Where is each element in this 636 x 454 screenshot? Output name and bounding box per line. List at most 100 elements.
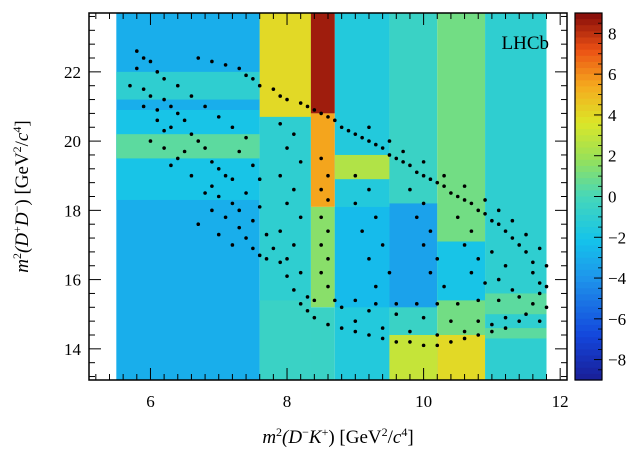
event-point [414,170,419,175]
axis-title-part: 2 [10,146,24,152]
event-point [210,160,214,164]
event-point [428,177,433,181]
event-point [517,319,521,323]
colorbar-tick-label: 6 [608,65,617,84]
event-point [175,156,180,161]
colorbar-segment [575,25,602,32]
event-point [155,118,160,123]
axis-title-part: 4 [401,425,407,439]
event-point [148,94,153,98]
event-point [333,118,337,123]
event-point [278,94,283,98]
colorbar-segment [575,306,602,314]
colorbar-segment [575,159,602,167]
event-point [135,49,139,53]
heatmap-cell [485,13,547,380]
colorbar-segment [575,245,602,253]
event-point [380,243,385,247]
event-point [223,215,228,220]
event-point [380,336,385,341]
event-point [230,177,235,181]
event-point [442,173,446,178]
event-point [326,198,330,202]
event-point [244,236,248,240]
axis-title-part: + [10,226,24,233]
event-point [517,243,521,247]
event-point [353,319,358,323]
event-point [182,118,187,123]
event-point [339,305,344,310]
event-point [162,97,166,102]
colorbar-axis: 8 6 4 2 0 −2 −4 −6 −8 [594,12,627,381]
event-point [496,222,501,226]
event-point [128,83,132,88]
colorbar-segment [575,49,602,57]
event-point [319,270,323,275]
event-point [305,308,310,313]
event-point [374,142,378,147]
event-point [544,263,549,268]
event-point [319,111,323,116]
event-point [339,125,344,130]
event-point [216,232,221,237]
event-point [476,257,481,261]
event-point [408,329,412,334]
colorbar-segment [575,172,602,179]
colorbar-tick-label: −6 [608,310,626,329]
event-point [257,253,262,258]
event-point [503,263,508,268]
event-point [339,326,344,330]
event-point [387,139,392,143]
colorbar-segment [575,110,602,118]
event-point [162,128,166,133]
event-point [374,302,378,306]
event-point [189,94,194,98]
colorbar-segment [575,86,602,94]
axis-title-part: D [12,212,33,227]
colorbar-segment [575,282,602,289]
event-point [367,125,371,130]
event-point [455,215,460,220]
event-point [216,167,221,171]
y-tick-label: 14 [64,340,82,359]
colorbar-segment [575,227,602,234]
event-point [312,298,317,303]
axis-title-part: ) [GeV [12,152,33,206]
axis-title-part: − [302,425,309,439]
event-point [346,128,351,133]
y-axis: 14 16 18 20 22 [64,15,567,378]
colorbar-segment [575,312,602,320]
colorbar-segment [575,178,602,185]
event-point [435,180,440,185]
event-point [449,319,453,323]
colorbar-segment [575,19,602,26]
colorbar-tick-label: −4 [608,269,627,288]
event-point [203,104,207,109]
event-point [421,160,426,164]
event-point [189,132,194,136]
event-point [155,108,160,112]
event-point [305,295,310,299]
event-point [387,153,392,157]
event-point [490,322,494,327]
event-point [360,229,364,233]
event-point [196,139,201,143]
x-tick-label: 10 [415,392,432,411]
event-point [462,329,467,334]
event-point [169,104,173,109]
event-point [476,298,481,303]
event-point [210,59,214,64]
colorbar-tick-label: −2 [608,228,626,247]
event-point [210,208,214,213]
event-point [462,198,467,202]
event-point [244,135,248,140]
axis-title-part: − [10,205,24,212]
colorbar-segment [575,331,602,338]
event-point [469,201,474,206]
event-point [244,73,248,78]
colorbar-tick-label: 2 [608,147,617,166]
event-point [531,270,535,275]
event-point [203,146,207,150]
event-point [367,333,371,337]
event-point [169,163,173,168]
